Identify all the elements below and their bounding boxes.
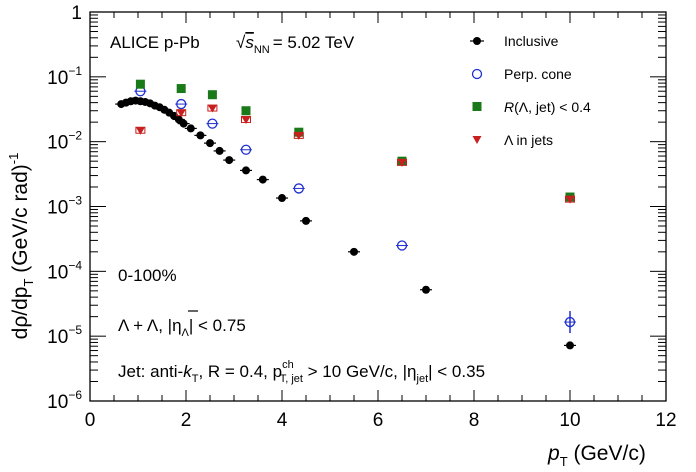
data-point-perp-cone <box>396 240 408 251</box>
data-point-in-jets <box>294 132 304 140</box>
legend-label-inclusive: Inclusive <box>504 33 559 49</box>
legend-label-lambda-in-jets: Λ in jets <box>504 132 553 148</box>
x-tick-label: 6 <box>373 410 384 431</box>
data-point-r-jet-0-4 <box>135 79 145 89</box>
data-point-r-jet-0-4 <box>176 84 186 94</box>
y-tick-label: 1 <box>71 3 82 24</box>
x-axis-title: pT (GeV/c) <box>547 442 646 469</box>
data-point-inclusive <box>179 119 188 128</box>
data-point-inclusive <box>242 166 250 175</box>
data-point-in-jets <box>565 196 575 204</box>
data-point-inclusive <box>196 131 205 140</box>
data-point-inclusive <box>422 285 430 294</box>
y-tick-label: 10−6 <box>47 388 82 413</box>
particle-label: Λ + Λ, |ηΛ| < 0.75 <box>118 316 246 339</box>
data-point-perp-cone <box>207 118 218 129</box>
centrality-label: 0-100% <box>118 266 177 285</box>
y-tick-label: 10−2 <box>47 129 82 154</box>
y-tick-label: 10−5 <box>47 323 82 348</box>
legend-marker-lambda-in-jets <box>472 136 482 144</box>
data-point-inclusive <box>186 124 195 133</box>
legend-marker-r-jet <box>472 102 482 111</box>
data-point-in-jets <box>176 109 186 118</box>
data-point-inclusive <box>302 216 310 225</box>
x-tick-label: 4 <box>277 410 288 431</box>
legend: Inclusive Perp. cone R(Λ, jet) < 0.4 Λ i… <box>470 33 591 148</box>
data-point-in-jets <box>241 116 251 124</box>
y-tick-label: 10−4 <box>47 258 82 283</box>
experiment-label: ALICE p-Pb <box>110 33 200 52</box>
data-point-inclusive <box>278 194 286 203</box>
data-point-in-jets <box>135 127 145 135</box>
legend-label-r-jet: R(Λ, jet) < 0.4 <box>504 99 591 115</box>
data-point-perp-cone <box>564 316 576 328</box>
series-group <box>115 79 576 350</box>
data-point-perp-cone <box>240 144 252 155</box>
y-axis-title: dρ/dpT (GeV/c rad)-1 <box>6 153 36 340</box>
data-point-r-jet-0-4 <box>207 90 217 100</box>
data-point-in-jets <box>397 159 407 167</box>
legend-marker-perp-cone <box>471 68 483 80</box>
axes-group: 0 2 4 6 8 10 12 1 10−1 10−2 10−3 10−4 10−5 10−6 <box>47 3 676 431</box>
data-point-inclusive <box>215 146 224 155</box>
x-tick-label: 8 <box>469 410 480 431</box>
x-tick-label: 2 <box>181 410 192 431</box>
data-point-perp-cone <box>176 98 187 110</box>
x-tick-label: 0 <box>85 410 96 431</box>
y-tick-label: 10−3 <box>47 194 82 219</box>
x-tick-label: 12 <box>655 410 676 431</box>
y-tick-label: 10−1 <box>47 64 82 89</box>
data-point-perp-cone <box>293 183 304 194</box>
data-point-inclusive <box>258 175 267 184</box>
data-point-inclusive <box>206 139 214 148</box>
data-point-r-jet-0-4 <box>241 106 251 116</box>
data-point-inclusive <box>566 341 574 350</box>
data-point-inclusive <box>225 156 234 165</box>
jet-label: Jet: anti-kT, R = 0.4, pch T, jet > 10 Ge… <box>118 359 485 385</box>
legend-label-perp-cone: Perp. cone <box>504 66 572 82</box>
x-tick-label: 10 <box>559 410 580 431</box>
data-point-in-jets <box>207 105 217 113</box>
energy-label: √sNN = 5.02 TeV <box>236 33 355 56</box>
data-point-inclusive <box>350 247 358 256</box>
